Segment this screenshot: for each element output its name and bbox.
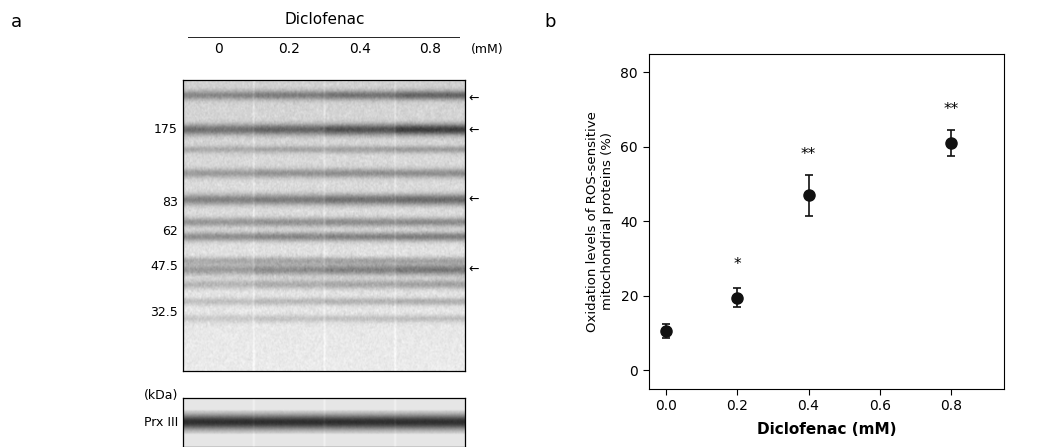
Text: **: ** [801,147,816,162]
Text: ←: ← [469,123,479,136]
Text: *: * [733,257,742,272]
Text: 32.5: 32.5 [150,306,178,320]
Text: Diclofenac: Diclofenac [285,12,364,27]
Text: **: ** [943,102,958,117]
Text: a: a [10,13,22,31]
Text: (mM): (mM) [471,43,503,56]
Text: 47.5: 47.5 [150,260,178,273]
Text: 83: 83 [162,196,178,209]
Text: Prx III: Prx III [143,416,178,429]
Text: 0.2: 0.2 [278,42,300,56]
Text: ←: ← [469,263,479,276]
Text: b: b [544,13,555,31]
Text: (kDa): (kDa) [143,389,178,402]
Text: 0.4: 0.4 [348,42,370,56]
Text: 175: 175 [154,123,178,136]
Text: 62: 62 [162,225,178,238]
Text: ←: ← [469,193,479,206]
Y-axis label: Oxidation levels of ROS-sensitive
mitochondrial proteins (%): Oxidation levels of ROS-sensitive mitoch… [586,111,614,332]
Text: 0: 0 [214,42,223,56]
Text: ←: ← [469,91,479,105]
X-axis label: Diclofenac (mM): Diclofenac (mM) [756,422,896,437]
Text: 0.8: 0.8 [419,42,441,56]
